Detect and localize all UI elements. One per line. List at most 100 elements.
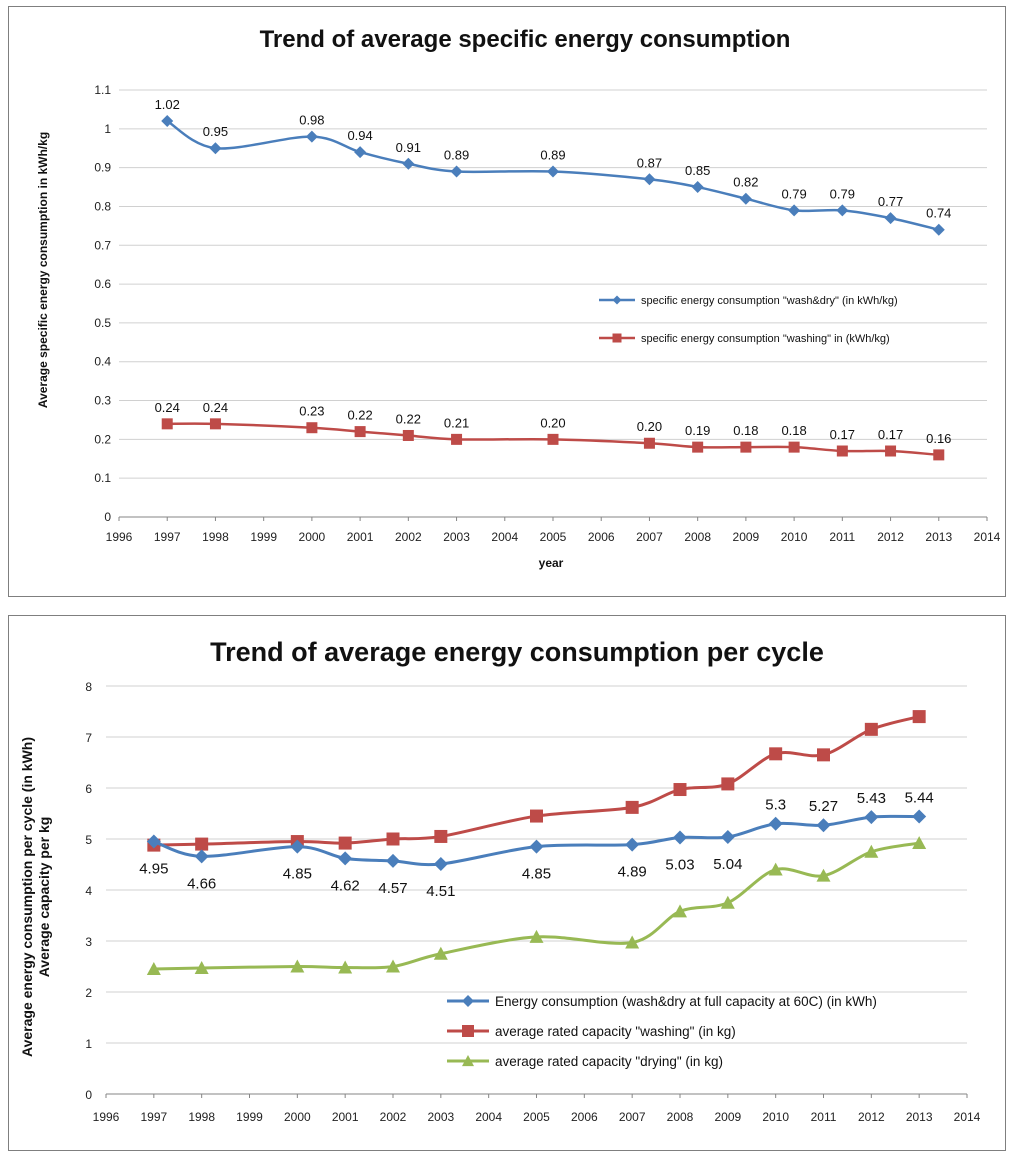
- y-tick-label: 1.1: [94, 83, 111, 97]
- data-label: 4.89: [618, 864, 647, 881]
- data-point: [768, 862, 783, 876]
- data-point: [884, 212, 897, 225]
- data-label: 0.21: [444, 415, 469, 430]
- data-label: 0.79: [781, 186, 806, 201]
- data-label: 0.22: [347, 408, 372, 423]
- y-tick-label: 0.2: [94, 432, 111, 446]
- data-point: [816, 818, 831, 833]
- x-tick-label: 1996: [93, 1110, 120, 1124]
- data-label: 0.19: [685, 423, 710, 438]
- x-tick-label: 2000: [284, 1110, 311, 1124]
- data-point: [643, 437, 655, 449]
- y-tick-label: 0.1: [94, 471, 111, 485]
- data-point: [625, 837, 640, 852]
- data-point: [769, 747, 783, 761]
- x-axis-label: year: [539, 556, 564, 570]
- legend-marker: [462, 995, 474, 1007]
- data-label: 4.66: [187, 875, 216, 892]
- data-point: [673, 904, 687, 918]
- data-point: [932, 223, 945, 236]
- x-tick-label: 2009: [714, 1110, 741, 1124]
- chart-panel-energy-per-cycle: Trend of average energy consumption per …: [8, 615, 1006, 1151]
- data-label: 0.22: [396, 411, 421, 426]
- data-label: 0.20: [540, 415, 565, 430]
- x-tick-label: 2014: [954, 1110, 981, 1124]
- x-tick-label: 2003: [427, 1110, 454, 1124]
- x-tick-label: 2006: [571, 1110, 598, 1124]
- data-point: [386, 832, 400, 846]
- x-tick-label: 1998: [188, 1110, 215, 1124]
- data-point: [673, 830, 687, 845]
- data-label: 1.02: [155, 97, 180, 112]
- data-label: 4.95: [139, 861, 168, 878]
- series-energy-consumption: 4.95 4.66 4.85 4.62 4.57 4.51 4.85 4.89 5.03 5.04…: [139, 790, 934, 900]
- data-point: [530, 809, 543, 823]
- data-label: 4.85: [283, 866, 312, 883]
- y-tick-label: 0.4: [94, 355, 111, 369]
- data-point: [768, 816, 783, 831]
- x-tick-label: 2011: [811, 1110, 837, 1124]
- x-tick-label: 2001: [347, 530, 374, 544]
- y-tick-label: 0.3: [94, 394, 111, 408]
- data-label: 0.17: [830, 427, 855, 442]
- y-tick-label: 8: [85, 680, 92, 694]
- data-point: [816, 868, 831, 882]
- legend-label: Energy consumption (wash&dry at full cap…: [495, 994, 877, 1009]
- x-tick-label: 2009: [733, 530, 760, 544]
- series-washing: 0.24 0.24 0.23 0.22 0.22 0.21 0.20 0.20 0.19 0.18…: [155, 400, 951, 461]
- data-label: 0.82: [733, 175, 758, 190]
- chart-title: Trend of average specific energy consump…: [260, 26, 791, 53]
- data-label: 4.85: [522, 866, 551, 883]
- legend: Energy consumption (wash&dry at full cap…: [447, 994, 877, 1069]
- data-point: [146, 834, 161, 849]
- data-label: 0.24: [155, 400, 180, 415]
- y-axis: 0 0.1 0.2 0.3 0.4 0.5 0.6 0.7 0.8 0.9 1 1.1: [94, 83, 111, 524]
- data-label: 0.20: [637, 419, 662, 434]
- data-point: [720, 895, 735, 909]
- x-tick-label: 2008: [667, 1110, 694, 1124]
- chart-title: Trend of average energy consumption per …: [210, 637, 824, 667]
- data-point: [354, 426, 366, 438]
- data-label: 4.62: [331, 877, 360, 894]
- data-point: [433, 946, 448, 960]
- data-point: [194, 961, 209, 974]
- x-tick-label: 1996: [106, 530, 133, 544]
- x-tick-label: 2007: [636, 530, 663, 544]
- x-tick-label: 2013: [906, 1110, 933, 1124]
- x-tick-label: 2003: [443, 530, 470, 544]
- series-line: [153, 841, 920, 971]
- data-point: [864, 844, 879, 858]
- data-label: 5.04: [713, 856, 742, 873]
- data-point: [625, 800, 639, 814]
- data-label: 5.44: [905, 790, 934, 807]
- data-point: [146, 962, 161, 975]
- x-tick-label: 2010: [762, 1110, 789, 1124]
- x-tick-label: 2002: [395, 530, 422, 544]
- data-label: 0.18: [781, 423, 806, 438]
- x-tick-label: 2008: [684, 530, 711, 544]
- data-label: 0.23: [299, 404, 324, 419]
- y-tick-label: 3: [85, 935, 92, 949]
- y-tick-label: 0.9: [94, 161, 111, 175]
- data-label: 0.17: [878, 427, 903, 442]
- data-point: [625, 935, 640, 949]
- data-point: [739, 192, 752, 205]
- data-point: [306, 422, 318, 434]
- x-tick-label: 2010: [781, 530, 808, 544]
- data-point: [338, 960, 353, 974]
- x-tick-label: 1998: [202, 530, 229, 544]
- data-label: 5.27: [809, 798, 838, 815]
- data-label: 0.16: [926, 431, 951, 446]
- data-point: [864, 722, 878, 736]
- x-tick-label: 2004: [491, 530, 518, 544]
- data-point: [720, 829, 735, 844]
- series-wash-dry: 1.02 0.95 0.98 0.94 0.91 0.89 0.89 0.87 0.85 0.82…: [155, 97, 951, 236]
- data-label: 0.95: [203, 124, 228, 139]
- data-point: [209, 142, 222, 155]
- legend-marker: [612, 295, 622, 305]
- data-point: [864, 810, 879, 825]
- chart-panel-specific-energy: Trend of average specific energy consump…: [8, 6, 1006, 597]
- legend-marker: [612, 333, 622, 343]
- data-label: 4.57: [378, 880, 407, 897]
- data-point: [386, 959, 400, 973]
